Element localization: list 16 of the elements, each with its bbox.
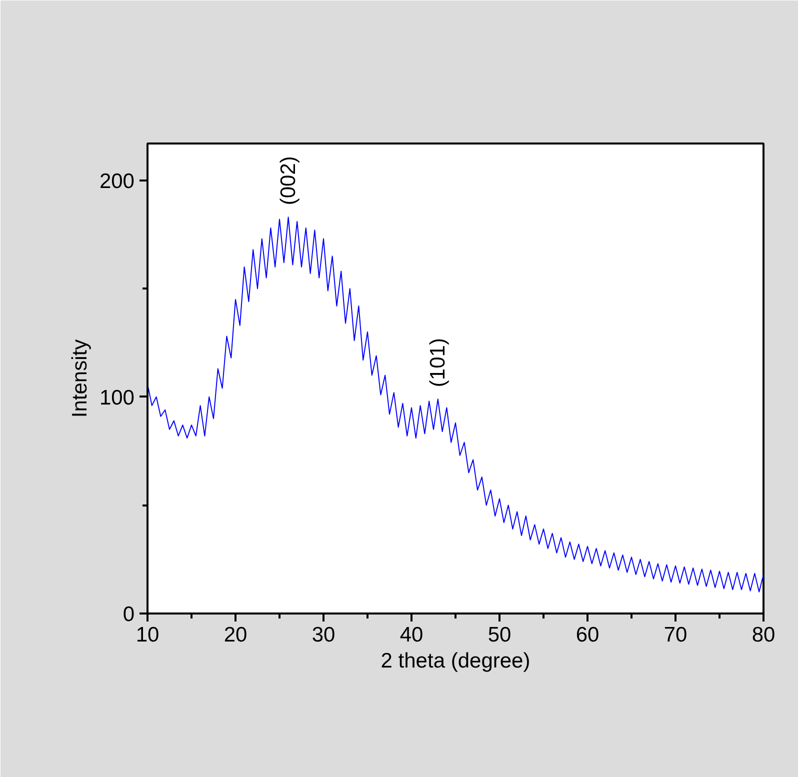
x-tick-label: 30 <box>312 624 336 646</box>
x-tick-label: 40 <box>400 624 424 646</box>
x-tick-label: 10 <box>136 624 160 646</box>
y-tick-label: 0 <box>122 603 135 626</box>
annotation: (002) <box>276 156 300 206</box>
y-tick-label: 100 <box>99 386 135 410</box>
line-series <box>148 216 764 592</box>
x-tick-label: 50 <box>488 624 512 646</box>
y-tick-label: 200 <box>99 170 135 193</box>
x-tick-label: 20 <box>224 624 248 646</box>
x-tick-label: 60 <box>576 624 600 646</box>
x-axis-title: 2 theta (degree) <box>380 650 530 672</box>
y-axis-title: Intensity <box>68 338 92 418</box>
annotation: (101) <box>426 338 450 388</box>
x-tick-label: 70 <box>664 624 688 646</box>
x-tick-label: 80 <box>752 624 776 646</box>
